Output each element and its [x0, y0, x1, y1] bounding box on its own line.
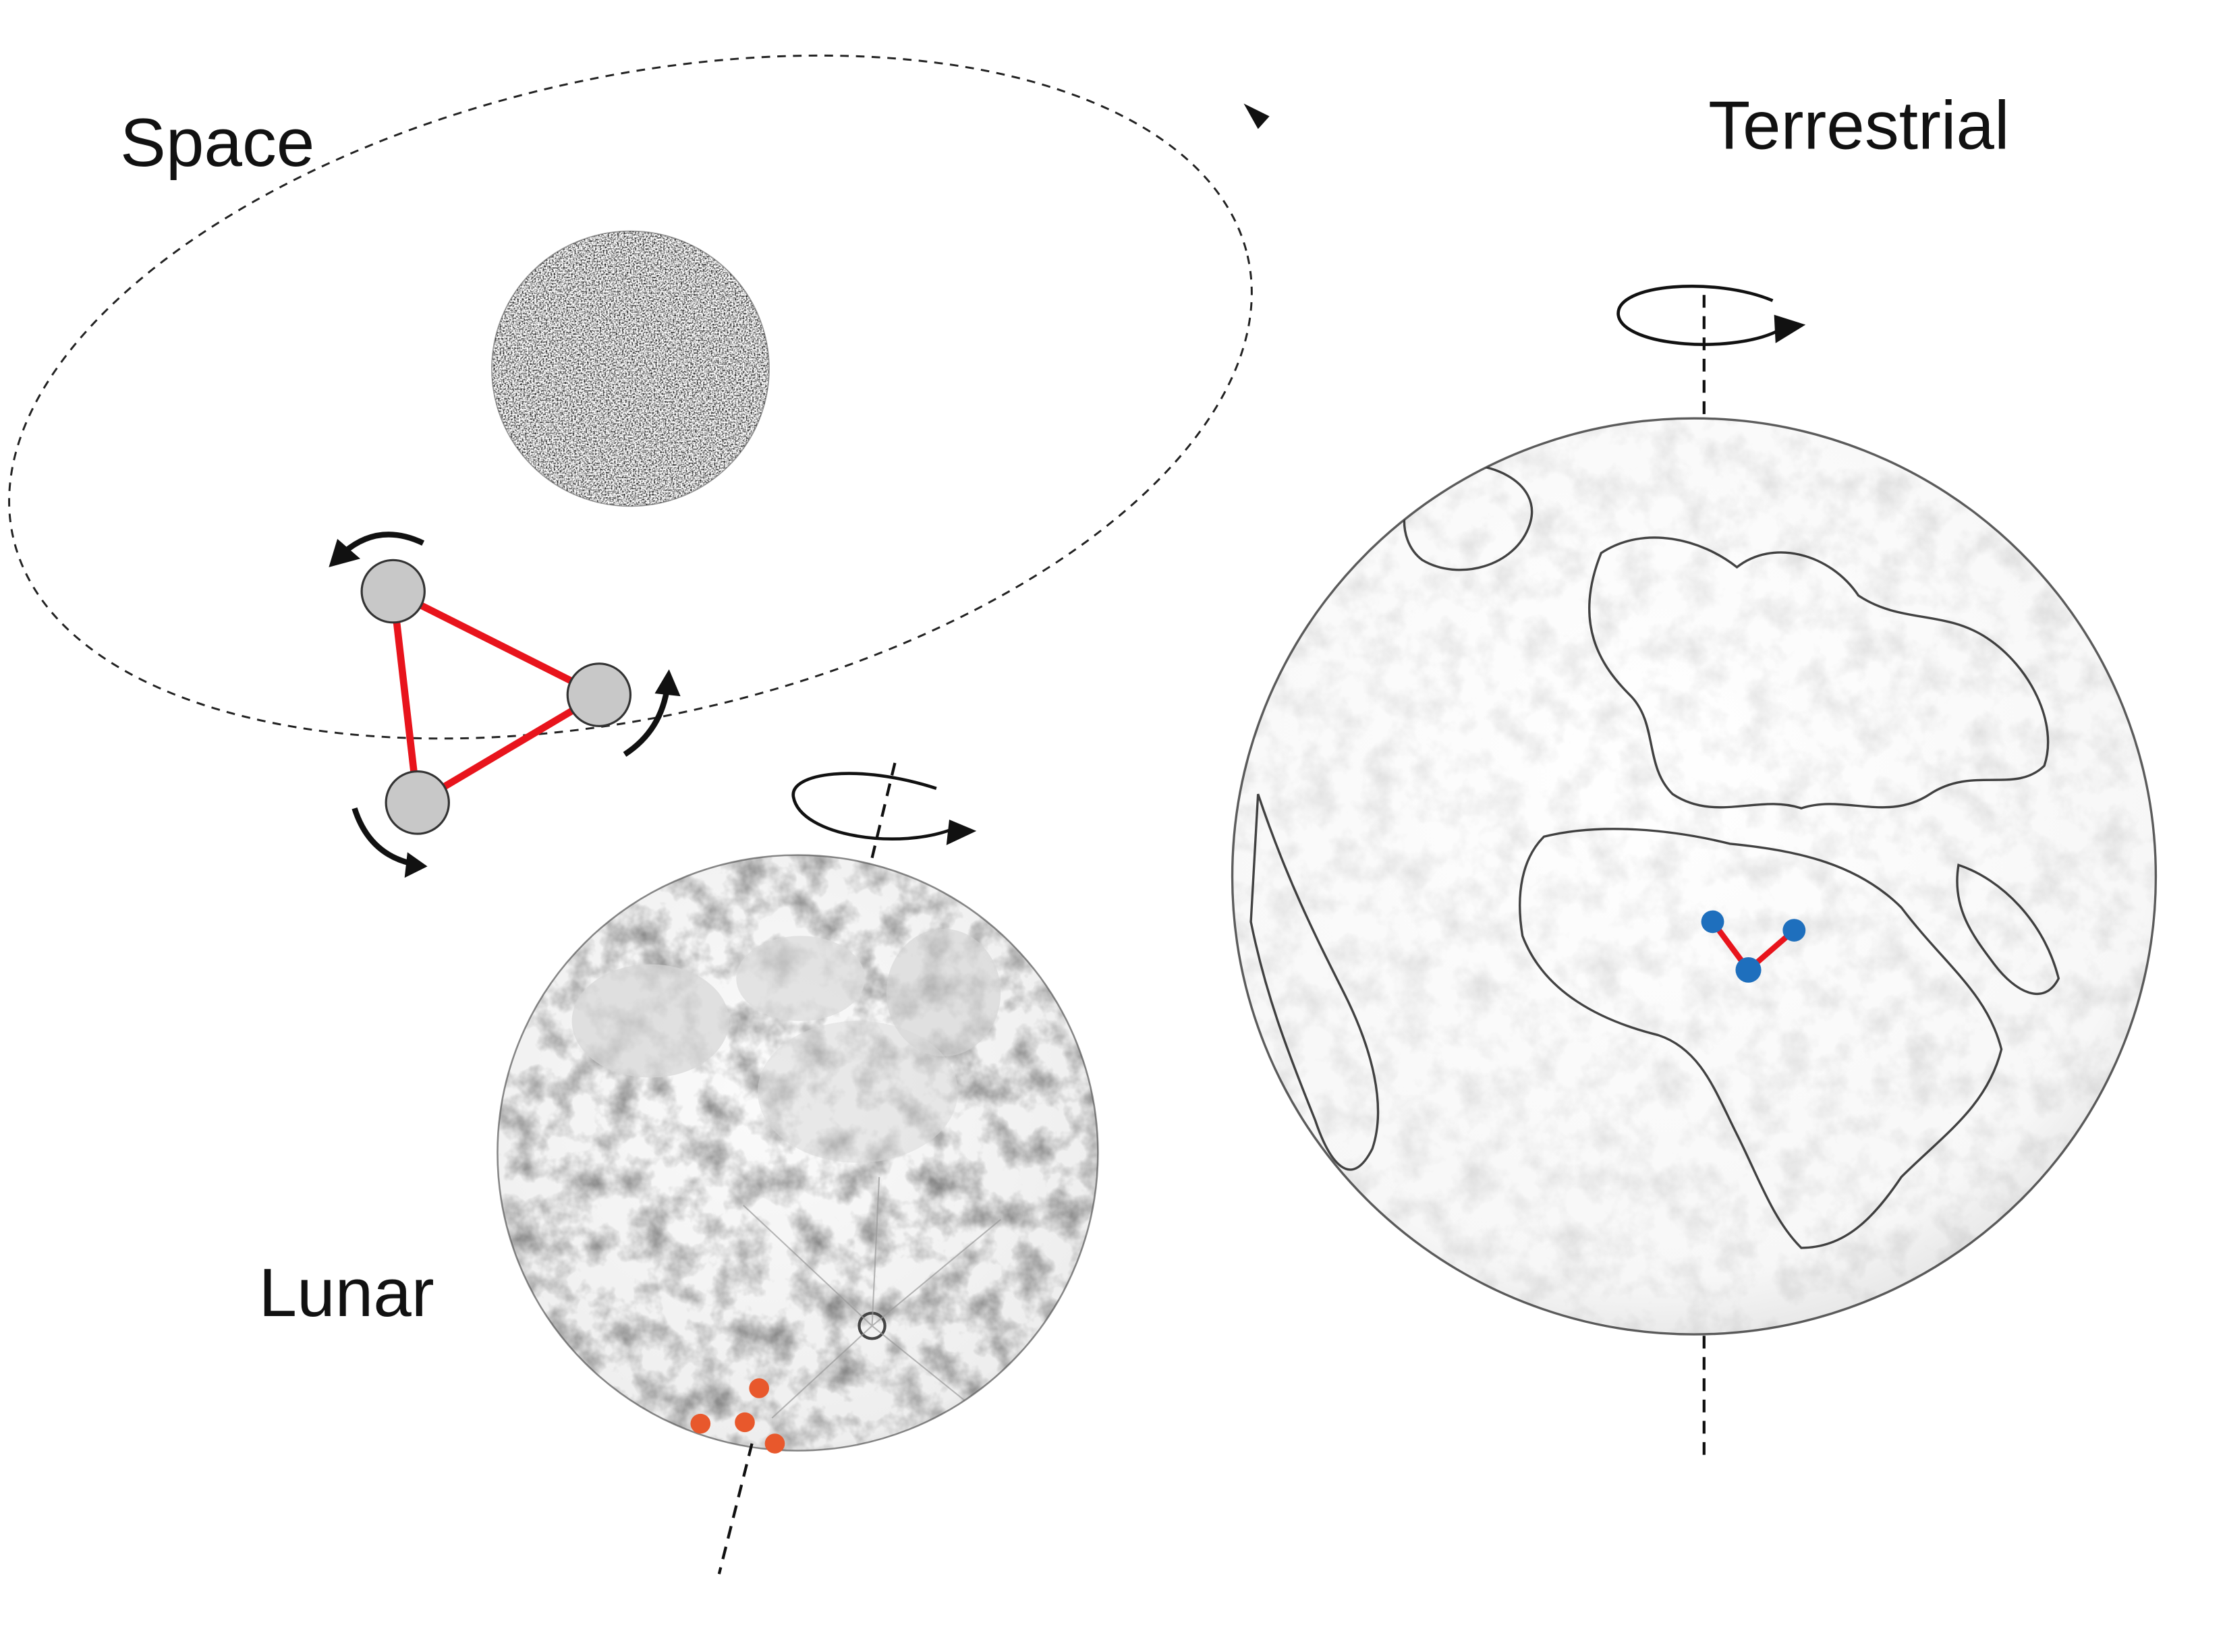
lunar-section: Lunar: [259, 762, 1099, 1574]
earth: [1231, 417, 2158, 1336]
laser-link: [389, 590, 422, 803]
space-label: Space: [120, 105, 314, 181]
moon: [497, 854, 1099, 1452]
curved-arrow-icon: [791, 772, 977, 845]
arrowhead-icon: [1243, 103, 1270, 130]
curved-arrow-icon: [1616, 284, 1806, 346]
sun: [491, 230, 770, 507]
detector-node: [1701, 910, 1724, 934]
curved-arrow-icon: [329, 532, 425, 567]
space-constellation: [329, 532, 681, 878]
orbit-path: [8, 54, 1253, 740]
lunar-label: Lunar: [259, 1255, 434, 1331]
curved-arrow-icon: [351, 807, 428, 878]
spin-axis-icon: [717, 1443, 754, 1574]
spacecraft-node: [360, 559, 426, 624]
detector-node: [764, 1433, 785, 1454]
laser-link: [391, 588, 601, 698]
curved-arrow-icon: [623, 669, 681, 757]
detector-node: [690, 1413, 711, 1434]
detector-node: [749, 1378, 770, 1398]
spacecraft-node: [385, 770, 450, 835]
spacecraft-node: [566, 662, 632, 727]
spin-axis-icon: [870, 762, 897, 859]
detector-node: [735, 1412, 755, 1433]
detector-node: [1735, 957, 1762, 983]
laser-link: [416, 691, 601, 806]
terrestrial-label: Terrestrial: [1708, 88, 2009, 164]
terrestrial-section: Terrestrial: [1231, 88, 2158, 1461]
space-section: Space: [8, 54, 1270, 878]
terrestrial-detector-array: [1701, 910, 1806, 983]
detector-node: [1782, 919, 1806, 942]
lunar-detector-array: [690, 1378, 785, 1454]
